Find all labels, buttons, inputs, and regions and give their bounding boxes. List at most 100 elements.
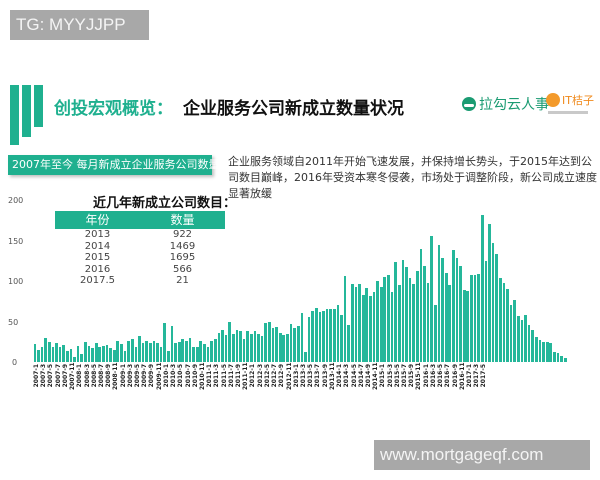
bar	[148, 342, 152, 362]
bar	[513, 300, 517, 362]
bar	[282, 335, 286, 362]
bar	[112, 349, 116, 362]
bar	[434, 304, 437, 362]
bar	[40, 347, 44, 362]
x-tick-label: 2009-3	[126, 364, 134, 388]
bar	[199, 340, 203, 362]
x-tick-label: 2013-9	[321, 364, 329, 388]
bar	[379, 286, 383, 362]
bar	[322, 310, 325, 362]
bar	[109, 348, 112, 362]
bar	[224, 335, 228, 362]
bar	[387, 274, 390, 362]
bar	[271, 327, 275, 362]
bar	[33, 344, 37, 362]
bar	[134, 346, 138, 362]
bar	[318, 311, 322, 362]
bar	[145, 340, 149, 362]
bar	[69, 349, 73, 362]
bar	[477, 273, 480, 362]
x-tick-label: 2008-7	[97, 364, 105, 388]
bar	[116, 340, 120, 362]
bar	[62, 345, 66, 362]
y-axis: 200 150 100 50 0	[0, 0, 30, 480]
description-text: 企业服务领域自2011年开始飞速发展，并保持增长势头，于2015年达到公司数目巅…	[228, 155, 597, 200]
bar	[163, 323, 167, 362]
table-row: 2013 922	[55, 229, 225, 241]
bar	[130, 339, 134, 362]
bar	[423, 266, 426, 362]
x-tick-label: 2016-11	[458, 362, 466, 390]
x-tick-label: 2010-9	[191, 364, 199, 388]
bar	[170, 326, 174, 362]
x-tick-label: 2010-11	[198, 362, 206, 390]
bar	[441, 258, 444, 362]
cell-year: 2015	[84, 252, 111, 263]
bar	[358, 284, 361, 362]
brand-itjuzi-subtitle	[548, 111, 588, 114]
bar	[412, 284, 416, 362]
x-tick-label: 2010-1	[162, 364, 170, 388]
bar	[437, 244, 441, 362]
x-tick-label: 2013-3	[300, 364, 307, 388]
bar	[51, 346, 55, 362]
bar	[167, 351, 170, 362]
section-tag: 2007年至今 每月新成立企业服务公司数量	[8, 155, 220, 175]
bar	[484, 260, 488, 362]
bar	[228, 321, 232, 362]
bar	[549, 343, 553, 362]
bar	[329, 309, 333, 362]
bar	[253, 331, 257, 362]
bar	[257, 333, 260, 362]
bar	[260, 336, 264, 362]
bar	[84, 341, 87, 362]
bar	[383, 276, 387, 362]
bar	[55, 343, 58, 362]
x-tick-label: 2009-9	[148, 364, 156, 388]
brand-itjuzi: IT桔子	[546, 92, 594, 108]
bar	[159, 347, 163, 362]
bar	[80, 353, 84, 362]
bar	[102, 345, 105, 362]
bar	[480, 214, 484, 362]
bar	[397, 285, 401, 362]
x-tick-label: 2010-7	[184, 364, 192, 388]
x-tick-label: 2008-11	[112, 362, 120, 390]
bar	[94, 342, 98, 362]
bar	[538, 340, 542, 362]
brand-lagou: 拉勾云人事	[462, 94, 549, 114]
bar	[408, 277, 412, 362]
title-prefix: 创投宏观概览：	[54, 99, 173, 119]
x-tick-label: 2007-9	[61, 364, 69, 388]
bar	[296, 326, 300, 362]
bar	[535, 336, 538, 362]
bar	[203, 344, 206, 362]
bar	[527, 324, 531, 362]
bar	[174, 343, 177, 362]
x-tick-label: 2011-5	[220, 364, 228, 388]
bar	[325, 309, 329, 362]
bar	[401, 259, 405, 362]
x-tick-label: 2011-9	[235, 364, 243, 388]
bar	[340, 315, 343, 362]
x-tick-label: 2009-1	[119, 364, 127, 388]
bar	[488, 224, 491, 362]
table-title: 近几年新成立公司数目：	[93, 196, 237, 211]
x-tick-label: 2015-11	[415, 362, 423, 390]
bar	[293, 327, 296, 362]
bar	[415, 271, 419, 362]
x-tick-label: 2013-1	[292, 364, 300, 388]
cell-year: 2016	[84, 263, 111, 275]
bar	[231, 334, 235, 362]
x-tick-label: 2014-7	[357, 364, 365, 388]
bar	[152, 340, 156, 362]
bar-chart-plot	[33, 200, 567, 362]
x-tick-label: 2007-7	[54, 364, 62, 388]
bar	[87, 345, 91, 362]
bar	[138, 336, 141, 362]
x-tick-label: 2007-1	[33, 364, 40, 388]
bar	[286, 333, 289, 362]
bar	[314, 307, 318, 362]
bar	[394, 261, 397, 362]
bar	[553, 352, 556, 362]
